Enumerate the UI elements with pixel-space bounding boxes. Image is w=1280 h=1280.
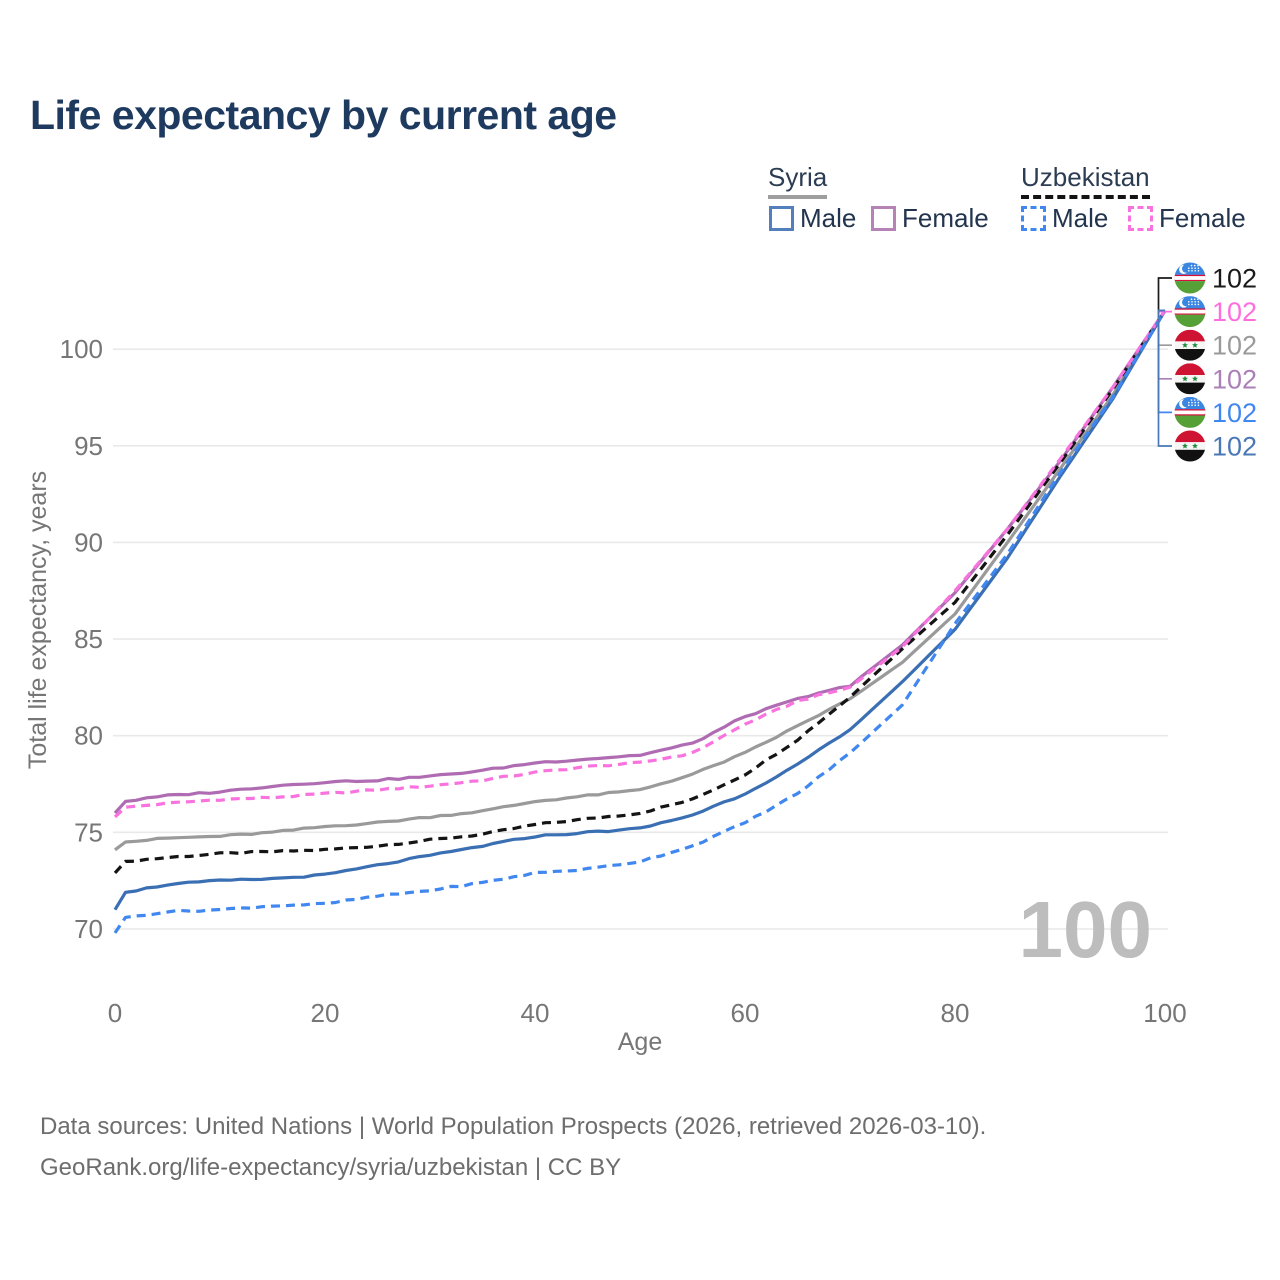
x-tick-label: 60 <box>731 998 760 1028</box>
end-value-label: 102 <box>1212 432 1257 462</box>
legend-item-label: Male <box>1052 203 1109 233</box>
legend-item-uzbekistan-male[interactable]: Male <box>1021 203 1108 234</box>
legend-item-label: Male <box>800 203 857 233</box>
x-tick-label: 100 <box>1143 998 1186 1028</box>
y-tick-label: 70 <box>74 914 103 944</box>
legend-item-syria-male[interactable]: Male <box>769 203 856 234</box>
series-line-uzbekistan-total <box>113 309 1167 874</box>
flag-star <box>1192 375 1198 382</box>
flag-icon-uzbekistan <box>1174 262 1206 294</box>
page-title: Life expectancy by current age <box>30 92 617 138</box>
legend-item-label: Female <box>1159 203 1246 233</box>
flag-star <box>1182 342 1188 348</box>
legend-item-uzbekistan-female[interactable]: Female <box>1128 203 1246 234</box>
uzbekistan-male-swatch-icon <box>1021 206 1046 231</box>
y-axis-title: Total life expectancy, years <box>24 471 52 769</box>
flag-icon-syria <box>1174 329 1206 361</box>
end-value-label: 102 <box>1212 364 1257 394</box>
watermark-100: 100 <box>1019 885 1152 974</box>
syria-male-swatch-icon <box>769 206 794 231</box>
legend-group-uzbekistan[interactable]: Uzbekistan <box>1021 162 1150 199</box>
legend-item-syria-female[interactable]: Female <box>871 203 989 234</box>
y-tick-label: 75 <box>74 817 103 847</box>
end-value-label: 102 <box>1212 264 1257 294</box>
footer-attribution: GeoRank.org/life-expectancy/syria/uzbeki… <box>40 1154 622 1181</box>
legend-group-syria[interactable]: Syria <box>768 162 828 199</box>
end-value-label: 102 <box>1212 331 1257 361</box>
footer: Data sources: United Nations | World Pop… <box>40 1106 986 1188</box>
y-tick-label: 85 <box>74 624 103 654</box>
x-axis-title: Age <box>618 1028 662 1056</box>
footer-data-sources: Data sources: United Nations | World Pop… <box>40 1113 987 1140</box>
y-tick-label: 80 <box>74 721 103 751</box>
legend-item-label: Female <box>902 203 989 233</box>
flag-icon-uzbekistan <box>1174 396 1206 428</box>
label-connector <box>1157 309 1172 414</box>
x-tick-label: 0 <box>108 998 122 1028</box>
y-tick-label: 100 <box>60 334 103 364</box>
flag-star <box>1182 442 1188 449</box>
flag-icon-uzbekistan <box>1174 296 1206 328</box>
y-tick-label: 95 <box>74 431 103 461</box>
end-value-label: 102 <box>1212 398 1257 428</box>
syria-female-swatch-icon <box>871 206 896 231</box>
label-connector <box>1157 277 1172 312</box>
flag-icon-syria <box>1174 430 1206 462</box>
series-line-syria-male <box>113 309 1167 911</box>
series-line-uzbekistan-male <box>113 309 1167 934</box>
flag-star <box>1182 375 1188 382</box>
end-value-label: 102 <box>1212 297 1257 327</box>
flag-star <box>1192 342 1198 348</box>
x-tick-label: 40 <box>521 998 550 1028</box>
y-tick-label: 90 <box>74 527 103 557</box>
uzbekistan-female-swatch-icon <box>1128 206 1153 231</box>
series-line-uzbekistan-female <box>113 309 1167 819</box>
flag-star <box>1192 442 1198 449</box>
label-connector <box>1157 309 1172 447</box>
flag-icon-syria <box>1174 363 1206 395</box>
series-line-syria-total <box>114 309 1167 852</box>
series-line-syria-female <box>113 309 1167 815</box>
x-tick-label: 20 <box>311 998 340 1028</box>
x-tick-label: 80 <box>941 998 970 1028</box>
